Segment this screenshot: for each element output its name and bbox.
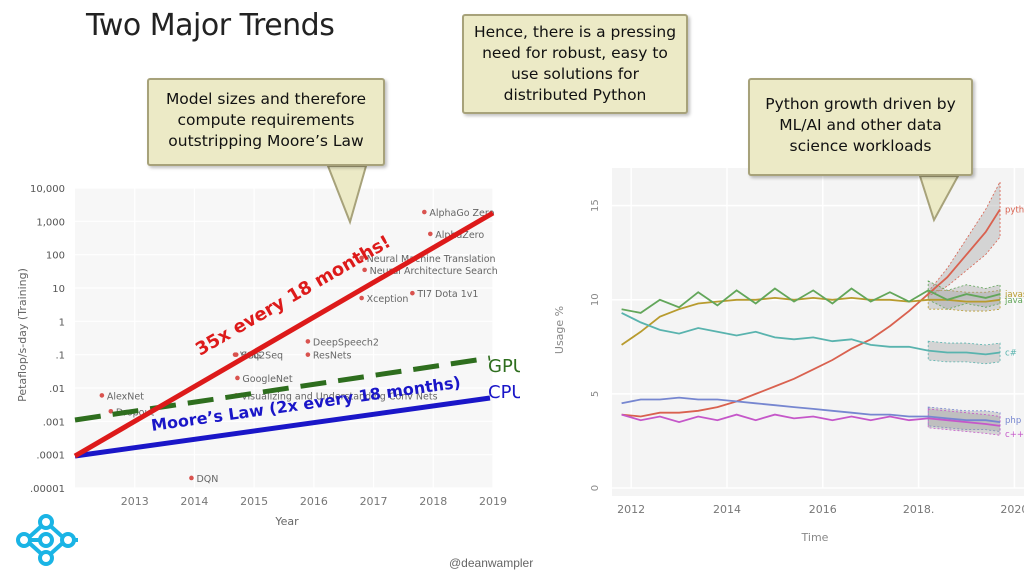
data-point-label: AlphaZero [435,230,484,241]
y-tick-label: 5 [590,391,601,397]
series-label: java [1004,296,1023,306]
callout-line: ML/AI and other data [779,116,942,134]
y-axis-label: Usage % [553,306,566,354]
x-tick-label: 2014 [180,495,208,508]
x-tick-label: 2016 [809,503,837,516]
data-point [362,267,367,273]
series-label: javascript [1004,290,1024,300]
y-tick-label: 1,000 [36,217,65,228]
y-axis-label: Petaflop/s-day (Training) [16,268,29,402]
x-axis-label: Year [274,515,299,528]
data-point-label: Seq2Seq [241,351,283,362]
data-point [410,290,415,296]
y-tick-label: 10 [52,284,65,295]
trend-line-gpu-dashed [74,355,491,423]
x-tick-label: 2012 [617,503,645,516]
y-tick-label: .0001 [36,451,65,462]
data-point [359,255,364,261]
data-point [233,352,239,357]
x-tick-label: 2018 [419,495,447,508]
data-point [422,209,427,215]
data-point-label: TI7 Dota 1v1 [416,289,478,300]
y-tick-label: .1 [55,351,65,362]
callout-line: science workloads [789,137,932,155]
callout-line: compute requirements [177,111,355,129]
callout-python-growth: Python growth driven by ML/AI and other … [748,78,973,176]
compute-growth-chart: 10,000 1,000 100 10 1 .1 .01 .001 .0001 .00001 201… [16,184,520,528]
trend-label-cpu: CPU [488,382,520,403]
series-line-java [621,287,1001,314]
series-line-cpp [621,413,1001,427]
callout-line: distributed Python [503,86,647,104]
data-point [99,393,105,398]
trend-label-gpu: GPU [488,356,520,377]
data-point-label: ResNets [313,351,352,362]
callout-model-pointer [326,165,368,226]
x-axis-label: Time [801,531,829,544]
data-point [305,339,311,344]
series-line-php [621,396,1001,423]
callout-line: need for robust, easy to [482,44,668,62]
y-tick-label: .01 [49,384,65,395]
y-tick-label: 10,000 [30,184,65,195]
data-point [235,375,240,381]
data-point-label: GoogleNet [242,374,292,385]
series-label: python [1005,205,1024,215]
data-point-label: Xception [367,294,409,305]
callout-line: Model sizes and therefore [165,90,367,108]
series-line-javascript [621,296,1001,346]
y-tick-label: 0 [590,485,601,491]
series-label: c++ [1005,430,1024,440]
data-point [189,475,194,481]
series-label: c# [1005,348,1017,358]
y-tick-label: .001 [43,417,65,428]
trend-line-35x [73,210,495,459]
callout-growth-pointer [918,175,960,223]
data-point-label: Visualizing and Understanding Conv Nets [241,391,437,402]
callout-distributed-python: Hence, there is a pressing need for robu… [462,14,688,114]
data-point [108,408,114,414]
callout-line: use solutions for [510,65,640,83]
data-point-label: Neural Architecture Search [370,266,498,277]
data-point-label: AlexNet [107,391,144,402]
series-line-csharp [621,312,1001,356]
y-tick-label: .00001 [30,484,65,495]
data-point [428,231,433,237]
plot-area [612,168,1024,496]
data-point [305,352,311,357]
data-point-label: DQN [196,474,218,485]
x-tick-label: 2014 [713,503,741,516]
x-tick-label: 2018. [903,503,935,516]
callout-line: Hence, there is a pressing [473,23,677,41]
plot-area [75,188,493,488]
series-label: php [1005,416,1021,426]
y-tick-label: 1 [59,317,65,328]
y-tick-label: 10 [590,293,601,306]
x-tick-label: 2019 [479,495,507,508]
data-point-label: Neural Machine Translation [367,254,496,265]
x-tick-label: 2016 [300,495,328,508]
ray-logo [16,514,78,566]
data-point [359,295,364,301]
x-tick-label: 2015 [240,495,268,508]
y-tick-label: 100 [46,251,65,262]
x-tick-label: 2020 [1000,503,1024,516]
data-point-label: AlphaGo Zero [429,208,494,219]
author-credit: @deanwampler [449,556,534,570]
series-line-python [621,208,1001,418]
slide-title: Two Major Trends [86,8,335,43]
data-point-label: DeepSpeech2 [313,337,379,348]
callout-line: Python growth driven by [765,95,956,113]
y-tick-label: 15 [590,199,601,212]
x-tick-label: 2017 [360,495,388,508]
x-tick-label: 2013 [121,495,149,508]
callout-line: outstripping Moore’s Law [168,132,364,150]
callout-model-sizes: Model sizes and therefore compute requir… [147,78,385,166]
trend-line-moores-law [74,395,491,459]
